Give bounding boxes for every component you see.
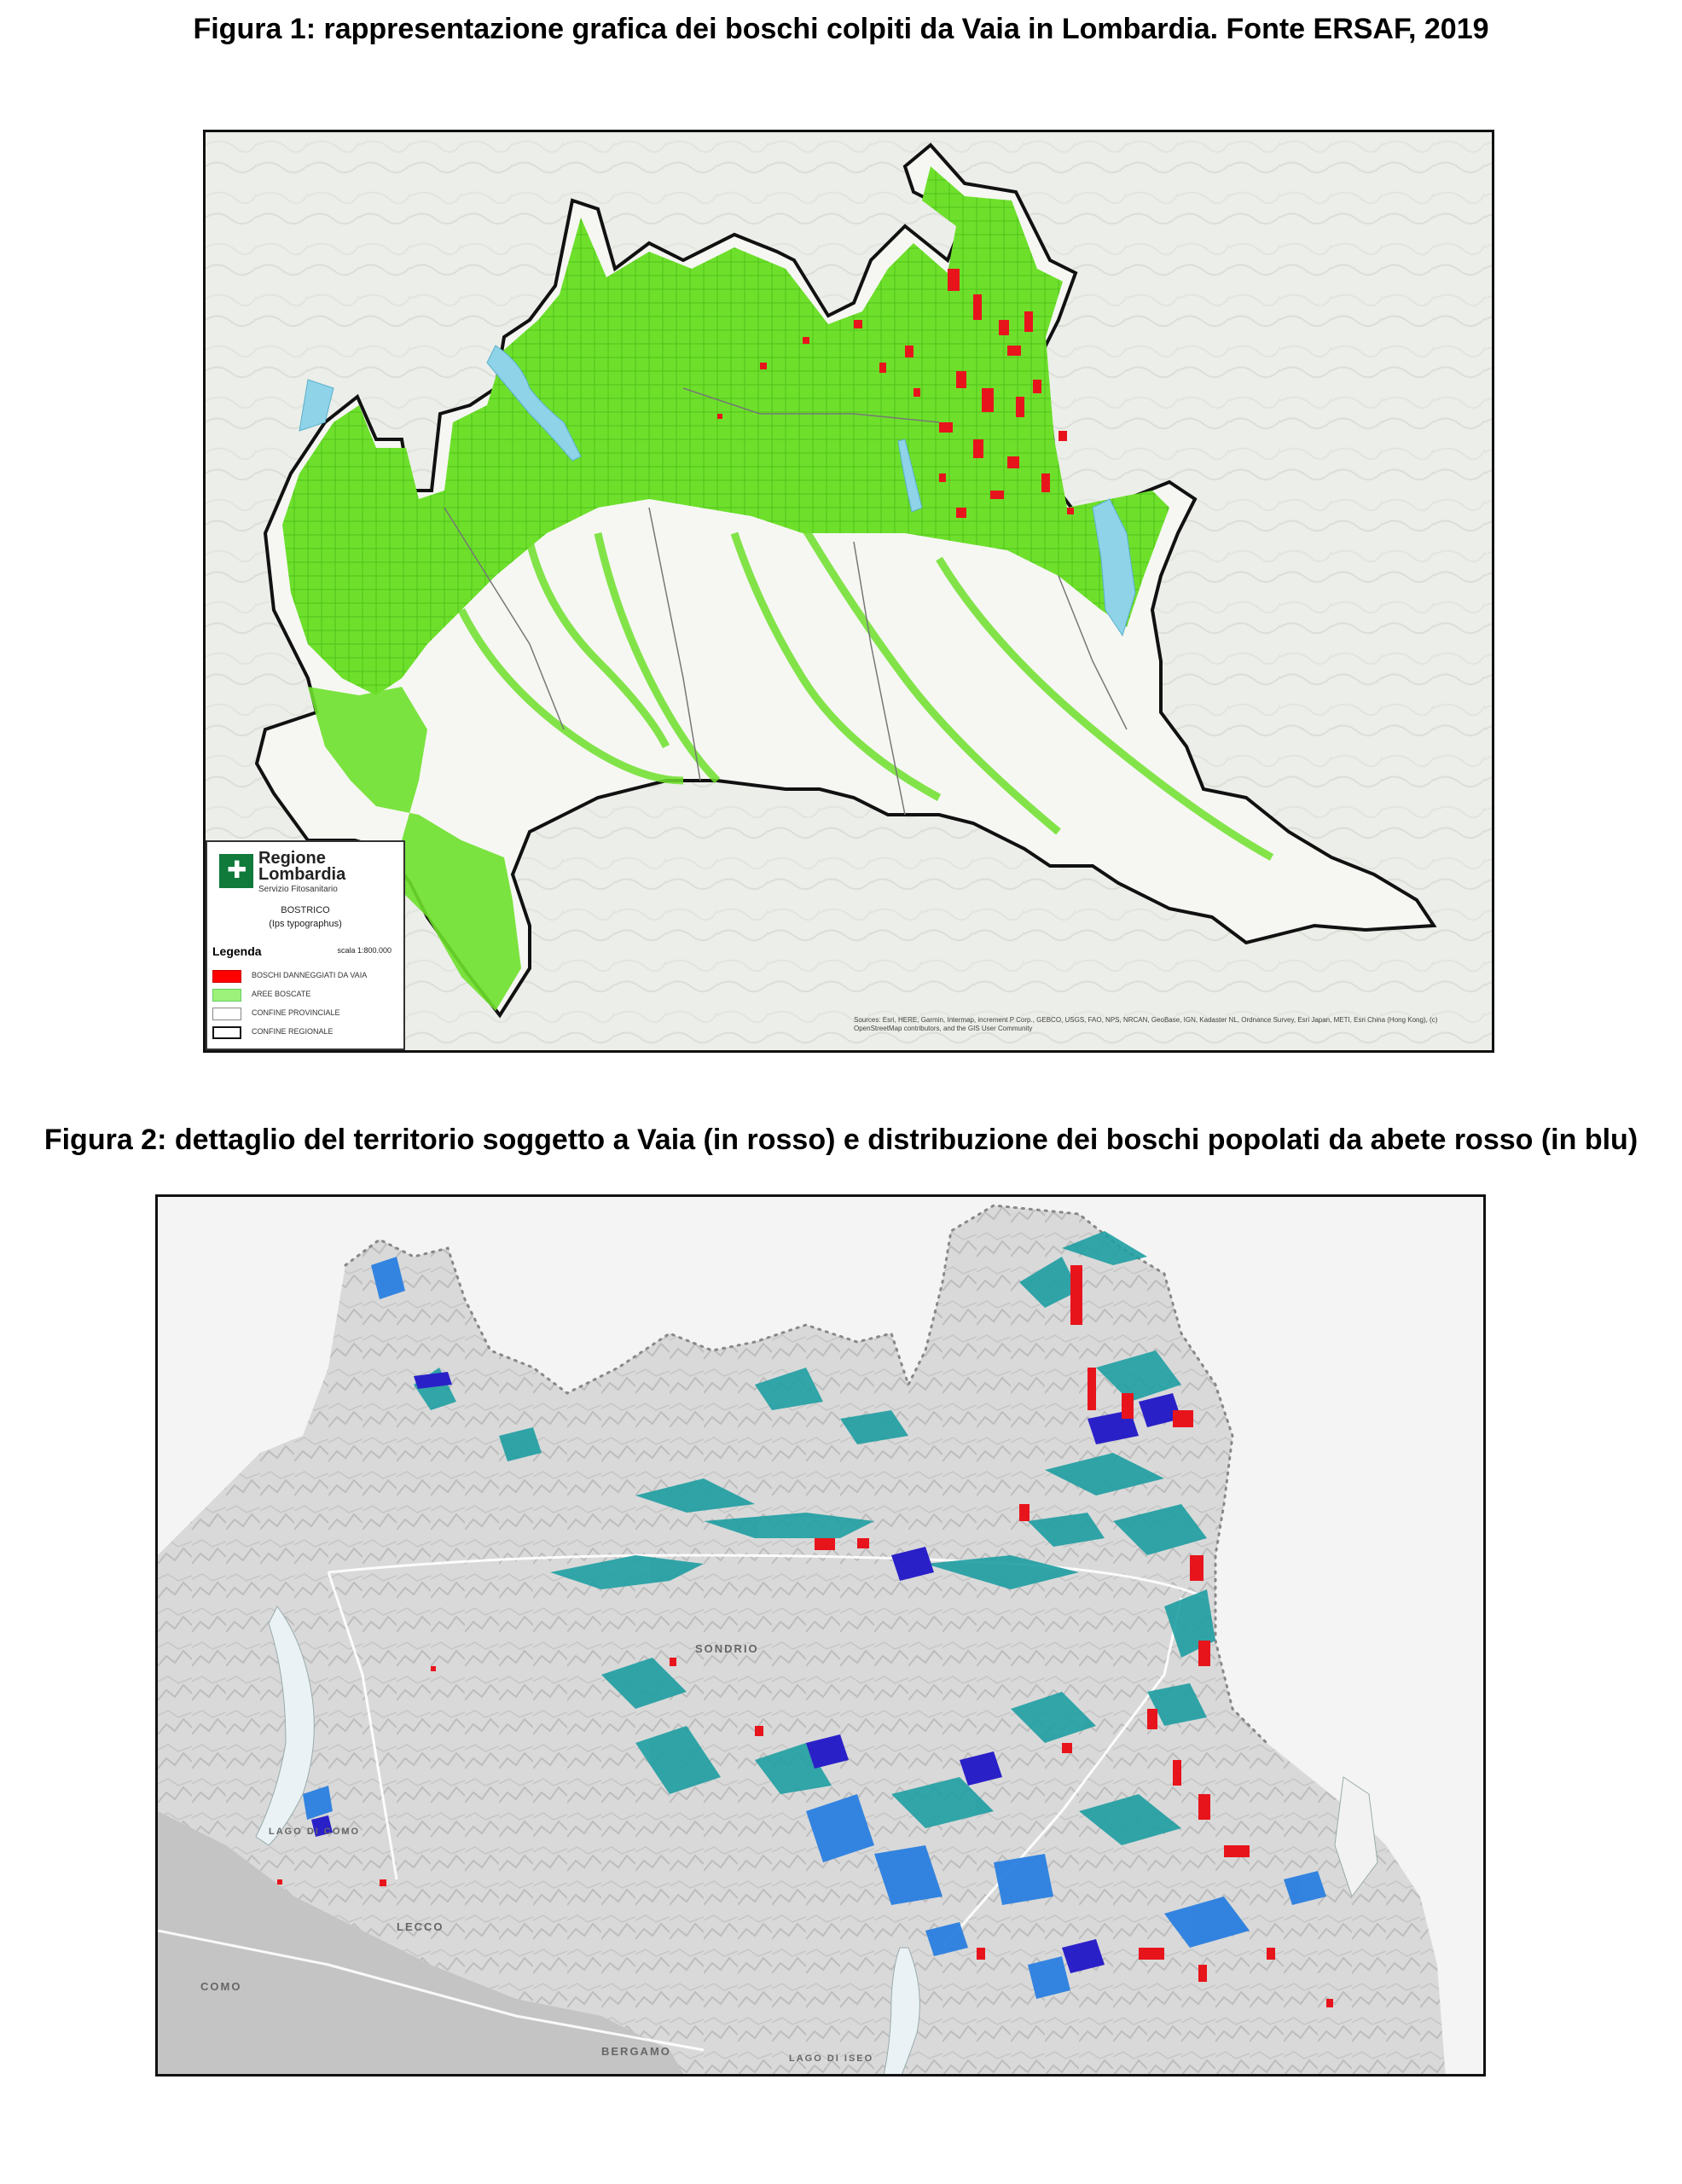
figure-1-caption: Figura 1: rappresentazione grafica dei b… — [193, 13, 1489, 45]
spruce-blue-areas — [303, 1257, 1326, 1999]
provincial-boundaries — [444, 387, 1128, 816]
figure-2-caption: Figura 2: dettaglio del territorio sogge… — [44, 1124, 1638, 1156]
lombardy-forest-map[interactable]: ✚ Regione Lombardia Servizio Fitosanitar… — [203, 130, 1494, 1053]
legend-item-forest: AREE BOSCATE — [212, 987, 402, 1004]
regione-logo-icon: ✚ — [219, 854, 253, 888]
legend-item-regional: CONFINE REGIONALE — [212, 1025, 402, 1042]
legend-scale: scala 1:800.000 — [337, 946, 392, 955]
forest-rivers — [457, 522, 1274, 861]
legend-swatch-damaged — [212, 970, 241, 983]
damaged-forest-patches — [717, 269, 1074, 518]
legend-swatch-regional — [212, 1026, 241, 1039]
legend-label-forest: AREE BOSCATE — [252, 990, 311, 998]
legend-item-provincial: CONFINE PROVINCIALE — [212, 1006, 402, 1023]
legend-subject: BOSTRICO — [281, 905, 330, 915]
map-legend: ✚ Regione Lombardia Servizio Fitosanitar… — [206, 840, 405, 1050]
lombardy-map-canvas — [206, 132, 1492, 1050]
regional-border-dotted — [344, 1204, 1268, 1745]
damage-red-areas — [277, 1265, 1333, 2007]
forest-north — [282, 166, 1169, 695]
place-bergamo: BERGAMO — [601, 2045, 671, 2058]
forest-south-west — [308, 687, 521, 1011]
lakes — [299, 345, 1136, 637]
legend-title: Legenda — [212, 944, 262, 958]
place-lecco: LECCO — [397, 1920, 444, 1933]
roads — [158, 1554, 1208, 2052]
legend-label-regional: CONFINE REGIONALE — [252, 1027, 334, 1036]
map-attribution: Sources: Esri, HERE, Garmin, Intermap, i… — [854, 1016, 1438, 1032]
legend-label-provincial: CONFINE PROVINCIALE — [252, 1008, 340, 1017]
regione-lombardia-logo: ✚ Regione Lombardia Servizio Fitosanitar… — [219, 849, 395, 894]
place-lago-di-como: LAGO DI COMO — [269, 1827, 361, 1837]
detail-map-canvas — [158, 1197, 1483, 2074]
logo-subtitle: Servizio Fitosanitario — [258, 885, 338, 894]
lakes-detail — [255, 1606, 1378, 2074]
legend-item-damaged: BOSCHI DANNEGGIATI DA VAIA — [212, 968, 402, 985]
legend-swatch-provincial — [212, 1008, 241, 1020]
legend-swatch-forest — [212, 989, 241, 1002]
logo-text: Regione Lombardia — [258, 849, 346, 884]
legend-subject-latin: (Ips typographus) — [269, 919, 342, 929]
lowland-urban — [158, 1811, 684, 2074]
legend-label-damaged: BOSCHI DANNEGGIATI DA VAIA — [252, 971, 368, 979]
place-como: COMO — [200, 1980, 242, 1993]
place-sondrio: SONDRIO — [695, 1642, 759, 1655]
place-lago-di-iseo: LAGO DI ISEO — [789, 2053, 874, 2064]
vaia-spruce-detail-map[interactable]: SONDRIO LAGO DI COMO LECCO COMO BERGAMO … — [155, 1194, 1486, 2077]
